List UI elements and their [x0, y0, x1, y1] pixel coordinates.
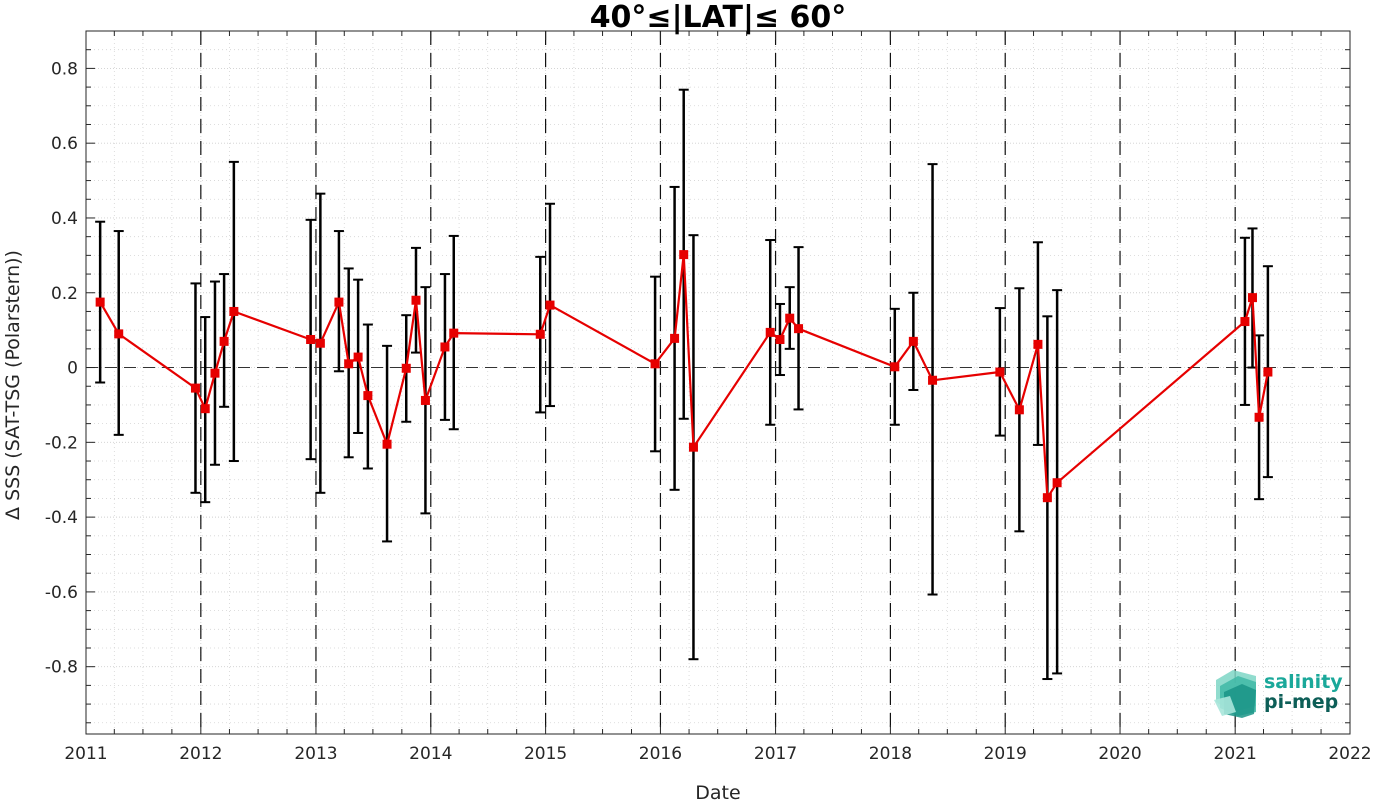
data-point-marker — [219, 336, 229, 346]
logo-text-salinity: salinity — [1264, 671, 1343, 693]
data-point-marker — [210, 368, 220, 378]
y-tick-label: -0.2 — [45, 433, 78, 453]
data-point-marker — [775, 334, 785, 344]
x-tick-label: 2014 — [409, 744, 452, 764]
x-tick-label: 2021 — [1214, 744, 1257, 764]
y-tick-label: -0.6 — [45, 583, 78, 603]
year-separators — [200, 31, 1236, 734]
data-point-marker — [1247, 293, 1257, 303]
data-point-marker — [670, 333, 680, 343]
y-tick-label: -0.8 — [45, 658, 78, 678]
data-point-marker — [334, 297, 344, 307]
x-tick-label: 2011 — [64, 744, 107, 764]
data-point-marker — [200, 404, 210, 414]
data-point-marker — [449, 328, 459, 338]
data-point-marker — [1254, 412, 1264, 422]
data-point-marker — [545, 300, 555, 310]
x-tick-label: 2012 — [179, 744, 222, 764]
x-tick-labels: 2011 2012 2013 2014 2015 2016 2017 2018 2019 2020… — [64, 744, 1371, 764]
data-point-marker — [1042, 493, 1052, 503]
data-point-marker — [315, 338, 325, 348]
x-tick-label: 2020 — [1098, 744, 1141, 764]
axis-ticks — [85, 30, 1351, 734]
y-tick-label: -0.4 — [45, 508, 78, 528]
data-point-marker — [401, 363, 411, 373]
data-point-marker — [995, 367, 1005, 377]
data-point-marker — [794, 324, 804, 334]
data-point-marker — [95, 297, 105, 307]
x-tick-label: 2018 — [869, 744, 912, 764]
data-point-marker — [229, 306, 239, 316]
x-tick-label: 2022 — [1328, 744, 1371, 764]
data-point-marker — [679, 250, 689, 260]
salinity-pi-mep-logo: salinity pi-mep — [1214, 670, 1343, 718]
data-point-marker — [908, 336, 918, 346]
data-point-marker — [306, 334, 316, 344]
data-point-marker — [1033, 339, 1043, 349]
data-point-marker — [1014, 405, 1024, 415]
x-tick-label: 2017 — [754, 744, 797, 764]
x-axis-label: Date — [695, 782, 740, 801]
y-axis-label: Δ SSS (SAT-TSG (Polarstern)) — [2, 250, 24, 520]
data-point-marker — [928, 375, 938, 385]
logo-graphic — [1214, 670, 1256, 718]
data-point-marker — [1052, 478, 1062, 488]
y-tick-label: 0.6 — [51, 134, 78, 154]
x-tick-label: 2016 — [639, 744, 682, 764]
data-point-marker — [890, 362, 900, 372]
y-tick-label: 0 — [67, 359, 78, 379]
data-point-marker — [1240, 317, 1250, 327]
data-point-marker — [688, 442, 698, 452]
y-tick-labels: -0.8 -0.6 -0.4 -0.2 0 0.2 0.4 0.6 0.8 — [45, 59, 78, 677]
data-point-marker — [344, 359, 354, 369]
data-markers — [95, 250, 1273, 503]
data-point-marker — [382, 439, 392, 449]
data-point-marker — [420, 395, 430, 405]
logo-text-pi-mep: pi-mep — [1264, 691, 1338, 713]
data-point-marker — [363, 391, 373, 401]
data-point-marker — [765, 327, 775, 337]
data-point-marker — [535, 329, 545, 339]
data-point-marker — [190, 383, 200, 393]
chart-title: 40°≤|LAT|≤ 60° — [590, 0, 847, 35]
data-point-marker — [785, 313, 795, 323]
x-tick-label: 2013 — [294, 744, 337, 764]
data-point-marker — [440, 342, 450, 352]
data-point-marker — [1263, 367, 1273, 377]
y-tick-label: 0.8 — [51, 59, 78, 79]
y-tick-label: 0.4 — [51, 209, 78, 229]
data-point-marker — [353, 352, 363, 362]
data-point-marker — [411, 295, 421, 305]
x-tick-label: 2019 — [984, 744, 1027, 764]
data-point-marker — [114, 329, 124, 339]
data-point-marker — [650, 359, 660, 369]
x-tick-label: 2015 — [524, 744, 567, 764]
y-tick-label: 0.2 — [51, 284, 78, 304]
